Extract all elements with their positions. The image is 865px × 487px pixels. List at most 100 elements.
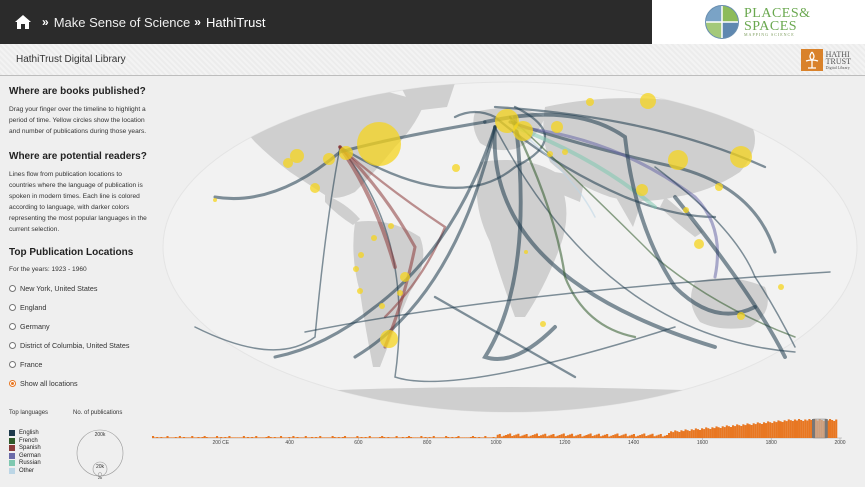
publication-circle [357, 122, 401, 166]
ht-logo-line2: TRUST [825, 57, 851, 67]
timeline-bar [238, 437, 241, 438]
timeline-bar [412, 437, 415, 438]
timeline-bar [288, 437, 291, 438]
timeline-bar [610, 435, 613, 438]
radio-button[interactable] [9, 342, 16, 349]
timeline-bar [740, 426, 743, 438]
timeline-bar [407, 436, 411, 438]
language-flow-line [673, 195, 787, 359]
timeline-bar [455, 437, 458, 438]
radio-button[interactable] [9, 304, 16, 311]
radio-button[interactable] [9, 323, 16, 330]
timeline-bar [193, 437, 196, 438]
timeline-bar [453, 437, 456, 438]
timeline-bar [653, 436, 656, 438]
timeline-bar [661, 436, 664, 438]
radio-button[interactable] [9, 380, 16, 387]
location-option[interactable]: District of Columbia, United States [9, 336, 149, 355]
location-option[interactable]: England [9, 298, 149, 317]
timeline-bar [793, 419, 797, 438]
timeline-bar [511, 436, 514, 438]
radio-button[interactable] [9, 361, 16, 368]
timeline-bar [203, 436, 206, 438]
timeline-bar [197, 437, 200, 438]
language-legend-item: German [9, 452, 41, 460]
timeline-bar [519, 436, 522, 438]
timeline-bar [719, 428, 722, 438]
timeline-bar [176, 437, 179, 438]
timeline-bar [220, 437, 223, 438]
years-range-label: For the years: 1923 - 1960 [9, 266, 87, 273]
timeline-bar [676, 431, 679, 438]
timeline-bar [546, 436, 549, 438]
language-flow-line [483, 112, 757, 316]
timeline-bar [405, 437, 408, 438]
language-flow-line [654, 166, 796, 348]
timeline-bar [575, 435, 578, 438]
publication-circle [524, 250, 528, 254]
timeline-bar [383, 437, 386, 438]
timeline-bar [779, 421, 782, 438]
timeline-bar [599, 436, 602, 438]
land-central-america [325, 195, 360, 225]
hathitrust-logo[interactable]: HATHI TRUST Digital Library [800, 49, 851, 71]
breadcrumb-make-sense-link[interactable]: Make Sense of Science [53, 14, 191, 30]
timeline-bar [583, 435, 586, 438]
readers-heading: Where are potential readers? [9, 151, 147, 162]
timeline-bar [341, 437, 344, 438]
publication-circle [283, 158, 293, 168]
timeline-bar [410, 437, 413, 438]
timeline-bar [715, 426, 718, 438]
location-option[interactable]: Germany [9, 317, 149, 336]
logo-line2: SPACES [744, 19, 798, 35]
timeline-bar [798, 419, 801, 438]
timeline-bar [424, 437, 427, 438]
timeline-bar [391, 437, 394, 438]
timeline-bar [166, 436, 169, 438]
language-flow-line [194, 146, 341, 351]
timeline-bar [253, 437, 256, 438]
location-option[interactable]: France [9, 355, 149, 374]
timeline-selection[interactable] [813, 418, 827, 439]
timeline-bar [362, 437, 365, 438]
publication-circle [310, 183, 320, 193]
location-option[interactable]: Show all locations [9, 374, 149, 393]
home-icon[interactable] [14, 14, 32, 30]
timeline-handle-right[interactable] [824, 419, 828, 438]
timeline-bar [430, 437, 433, 438]
timeline-bar [185, 437, 188, 438]
timeline-bar [810, 420, 813, 438]
timeline-bar [540, 435, 543, 438]
timeline-bar [189, 437, 192, 438]
timeline-bar [325, 437, 328, 438]
language-flow-line [453, 110, 717, 219]
timeline-bar [168, 437, 171, 438]
timeline-bar [298, 437, 301, 438]
radio-button[interactable] [9, 285, 16, 292]
timeline-bar [300, 437, 303, 438]
timeline-bar [471, 436, 475, 438]
timeline-bar [232, 437, 235, 438]
timeline-bar [457, 436, 460, 438]
timeline-bar [523, 434, 526, 438]
location-option[interactable]: New York, United States [9, 279, 149, 298]
timeline-bar [395, 436, 398, 438]
timeline-bar [527, 436, 530, 438]
timeline-bar [752, 423, 755, 438]
timeline-bar [515, 434, 518, 438]
timeline-bar [370, 437, 373, 438]
timeline-bar [537, 436, 541, 438]
timeline-bar [261, 437, 264, 438]
timeline-handle-left[interactable] [812, 419, 816, 438]
publication-circle [715, 183, 723, 191]
timeline-bar [606, 434, 609, 438]
places-spaces-logo[interactable]: PLACES& SPACES MAPPING SCIENCE [652, 0, 865, 44]
timeline-bar [637, 435, 640, 438]
timeline-bar [447, 437, 450, 438]
timeline-brush[interactable]: 200 CE 400 600 800 1000 1200 1400 1600 1800 2000 [152, 417, 852, 447]
world-flow-map[interactable] [155, 77, 865, 417]
timeline-bar [234, 437, 237, 438]
publication-circle [339, 146, 353, 160]
timeline-bar [754, 424, 757, 438]
hathitrust-logo-icon [800, 49, 823, 71]
